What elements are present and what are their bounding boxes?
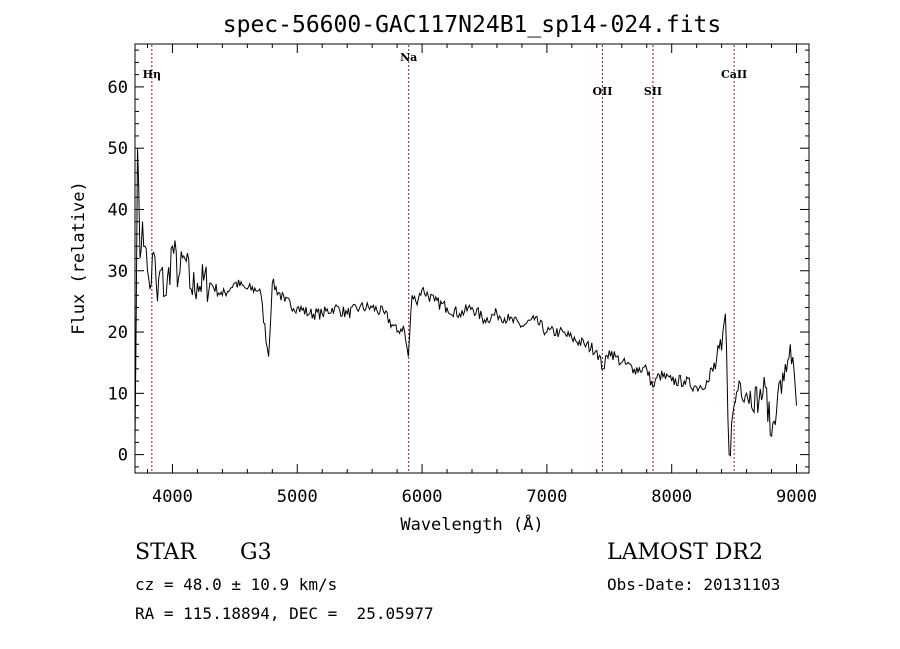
line-marker-label: Hη — [143, 68, 161, 81]
x-tick-label: 7000 — [526, 487, 567, 507]
survey-name: LAMOST DR2 — [607, 540, 763, 565]
y-tick-label: 60 — [108, 78, 128, 98]
emission-line-markers: Hη Na OII SII CaII — [143, 45, 747, 472]
spectrum-series — [134, 148, 797, 457]
line-marker-label: OII — [592, 85, 612, 98]
line-marker-label: Na — [400, 51, 417, 64]
chart-title: spec-56600-GAC117N24B1_sp14-024.fits — [223, 12, 722, 38]
line-marker-label: SII — [644, 85, 662, 98]
object-subclass: G3 — [240, 540, 272, 565]
y-tick-label: 20 — [108, 323, 128, 343]
x-axis: 4000 5000 6000 7000 8000 9000 — [146, 44, 817, 507]
plot-frame — [134, 43, 810, 474]
redshift-info: cz = 48.0 ± 10.9 km/s — [135, 575, 338, 594]
spectrum-line — [134, 148, 797, 457]
x-tick-label: 6000 — [402, 487, 443, 507]
observation-date: Obs-Date: 20131103 — [607, 575, 781, 594]
x-tick-label: 4000 — [152, 487, 193, 507]
y-tick-label: 40 — [108, 200, 128, 220]
x-axis-label: Wavelength (Å) — [400, 513, 543, 535]
line-marker-label: CaII — [721, 68, 747, 81]
y-axis-label: Flux (relative) — [69, 181, 89, 335]
x-tick-label: 5000 — [277, 487, 318, 507]
coordinates: RA = 115.18894, DEC = 25.05977 — [135, 604, 434, 623]
x-tick-label: 9000 — [776, 487, 817, 507]
y-axis: 0 10 20 30 40 50 60 — [108, 49, 809, 468]
y-tick-label: 0 — [118, 446, 128, 466]
y-tick-label: 30 — [108, 262, 128, 282]
y-tick-label: 50 — [108, 139, 128, 159]
x-tick-label: 8000 — [651, 487, 692, 507]
y-tick-label: 10 — [108, 384, 128, 404]
object-class: STAR — [135, 540, 196, 565]
